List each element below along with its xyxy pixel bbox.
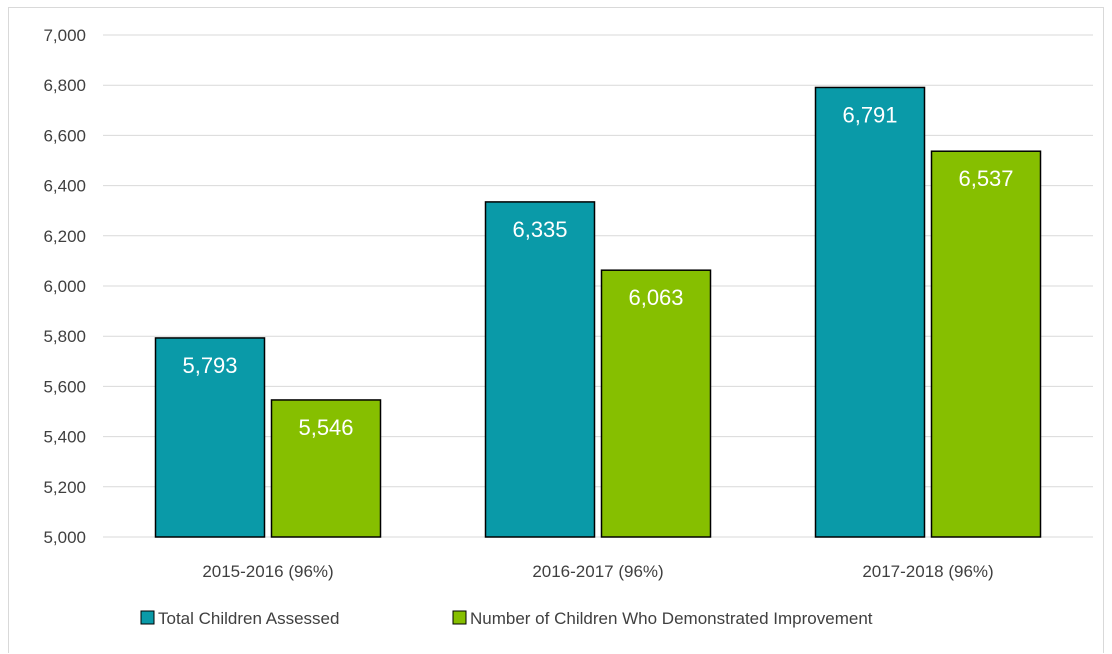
legend-swatch (140, 610, 155, 625)
legend: Total Children Assessed Number of Childre… (140, 609, 873, 628)
y-tick-label: 5,200 (43, 478, 86, 497)
x-axis-tick-labels: 2015-2016 (96%) 2016-2017 (96%) 2017-2018 … (202, 562, 993, 581)
x-tick-label: 2017-2018 (96%) (862, 562, 993, 581)
data-label: 6,791 (842, 102, 897, 127)
y-tick-label: 6,800 (43, 76, 86, 95)
y-tick-label: 6,000 (43, 277, 86, 296)
data-label: 6,063 (628, 285, 683, 310)
data-label: 6,537 (958, 166, 1013, 191)
legend-label: Total Children Assessed (158, 609, 339, 628)
data-label: 5,793 (182, 353, 237, 378)
bar-demonstrated-improvement (600, 269, 712, 538)
y-tick-label: 5,400 (43, 428, 86, 447)
x-tick-label: 2015-2016 (96%) (202, 562, 333, 581)
bar-demonstrated-improvement (930, 150, 1042, 538)
y-tick-label: 6,200 (43, 227, 86, 246)
y-tick-label: 6,600 (43, 126, 86, 145)
legend-label: Number of Children Who Demonstrated Impr… (470, 609, 873, 628)
bar-demonstrated-improvement (270, 399, 382, 538)
data-label: 5,546 (298, 415, 353, 440)
data-label: 6,335 (512, 217, 567, 242)
legend-swatch (452, 610, 467, 625)
gridlines (103, 34, 1093, 538)
y-tick-label: 5,600 (43, 377, 86, 396)
bars (154, 86, 1042, 538)
y-tick-label: 6,400 (43, 177, 86, 196)
y-axis-tick-labels: 5,000 5,200 5,400 5,600 5,800 6,000 6,200 6,400… (43, 26, 86, 547)
x-tick-label: 2016-2017 (96%) (532, 562, 663, 581)
y-tick-label: 7,000 (43, 26, 86, 45)
data-labels: 5,793 5,546 6,335 6,063 6,791 6,537 (182, 102, 1013, 439)
bar-total-assessed (814, 86, 926, 538)
y-tick-label: 5,000 (43, 528, 86, 547)
y-tick-label: 5,800 (43, 327, 86, 346)
bar-total-assessed (484, 201, 596, 538)
bar-total-assessed (154, 337, 266, 538)
